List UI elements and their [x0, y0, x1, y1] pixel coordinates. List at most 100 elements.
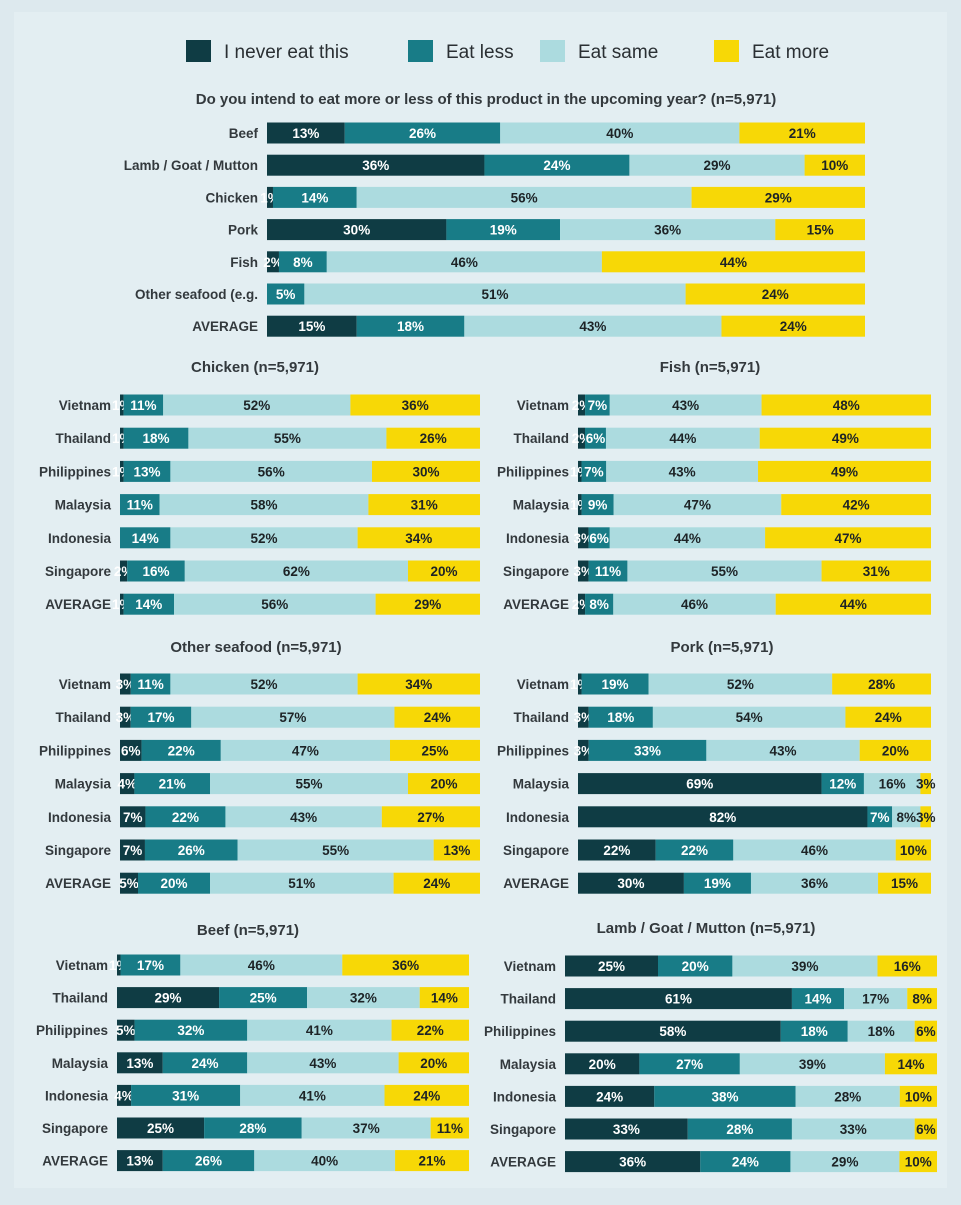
bar-segment-less	[130, 706, 192, 728]
panel-title: Beef (n=5,971)	[197, 922, 299, 939]
bar-row-philippines: Philippines 5% 32% 41% 22%	[36, 1019, 469, 1041]
category-label: AVERAGE	[503, 876, 569, 891]
bar-segment-more	[739, 122, 865, 144]
bar-segment-more	[386, 427, 480, 449]
bar-segment-less	[131, 1084, 241, 1106]
data-label-more: 16%	[894, 959, 921, 974]
bar-segment-less	[658, 955, 733, 977]
bar-row-average: AVERAGE 15% 18% 43% 24%	[192, 315, 865, 337]
data-label-same: 54%	[736, 710, 763, 725]
bar-row-philippines: Philippines 1%7% 43% 49%	[497, 460, 931, 482]
bar-segment-never	[578, 394, 586, 416]
bar-segment-less	[683, 872, 751, 894]
data-label-never: 13%	[292, 126, 319, 141]
data-label-more: 34%	[405, 531, 432, 546]
bar-segment-never	[120, 739, 142, 761]
data-label-more: 10%	[905, 1089, 932, 1104]
bar-row-singapore: Singapore 25% 28% 37% 11%	[42, 1117, 469, 1139]
bar-segment-same	[613, 494, 782, 516]
bar-segment-more	[721, 315, 865, 337]
bar-segment-same	[560, 219, 776, 241]
data-label-more: 36%	[392, 958, 419, 973]
category-label: Fish	[230, 255, 258, 270]
bar-segment-less	[791, 988, 844, 1010]
legend-label: Eat more	[752, 42, 829, 63]
bar-segment-same	[606, 460, 759, 482]
bar-segment-same	[159, 494, 369, 516]
bar-row-beef: Beef 13% 26% 40% 21%	[229, 122, 865, 144]
bar-row-singapore: Singapore 2% 16% 62% 20%	[45, 560, 480, 582]
bar-segment-less	[821, 773, 864, 795]
data-label-less: 6%	[589, 531, 609, 546]
category-label: Philippines	[497, 743, 569, 758]
bar-segment-more	[375, 593, 480, 615]
bar-row-fish: Fish 2% 8% 46% 44%	[230, 251, 865, 273]
bar-segment-same	[863, 773, 921, 795]
bar-segment-more	[775, 593, 931, 615]
data-label-less: 14%	[132, 531, 159, 546]
data-label-less: 20%	[682, 959, 709, 974]
bar-segment-less	[278, 251, 327, 273]
bar-segment-never	[120, 560, 128, 582]
data-label-more: 25%	[421, 743, 448, 758]
bar-segment-never	[267, 251, 279, 273]
category-label: AVERAGE	[45, 597, 111, 612]
data-label-never: 4%	[114, 1088, 134, 1103]
bar-segment-more	[832, 673, 931, 695]
category-label: AVERAGE	[45, 876, 111, 891]
bar-segment-same	[464, 315, 722, 337]
bar-row-vietnam: Vietnam 3% 11% 52% 34%	[59, 673, 480, 695]
data-label-same: 39%	[791, 959, 818, 974]
data-label-more: 34%	[405, 677, 432, 692]
bar-segment-same	[733, 839, 896, 861]
category-label: Malaysia	[513, 777, 570, 792]
bar-segment-same	[174, 593, 376, 615]
data-label-more: 27%	[417, 810, 444, 825]
bar-segment-less	[588, 560, 628, 582]
bar-segment-more	[342, 954, 469, 976]
data-label-same: 8%	[897, 810, 917, 825]
data-label-same: 43%	[770, 743, 797, 758]
data-label-more: 24%	[780, 319, 807, 334]
bar-segment-less	[484, 154, 630, 176]
category-label: Indonesia	[45, 1088, 109, 1103]
category-label: Malaysia	[55, 498, 112, 513]
data-label-same: 36%	[654, 223, 681, 238]
data-label-same: 57%	[279, 710, 306, 725]
data-label-never: 69%	[686, 777, 713, 792]
data-label-less: 18%	[142, 431, 169, 446]
data-label-more: 29%	[765, 190, 792, 205]
data-label-more: 49%	[832, 431, 859, 446]
bar-row-singapore: Singapore 7% 26% 55% 13%	[45, 839, 480, 861]
data-label-same: 18%	[868, 1024, 895, 1039]
data-label-less: 18%	[397, 319, 424, 334]
bar-segment-more	[899, 1151, 937, 1173]
legend-item-eat-less: Eat less	[408, 40, 514, 63]
bar-row-malaysia: Malaysia 69% 12% 16% 3%	[513, 773, 935, 795]
data-label-never: 20%	[589, 1057, 616, 1072]
category-label: Singapore	[490, 1122, 557, 1137]
bar-segment-same	[791, 1118, 915, 1140]
data-label-same: 29%	[831, 1155, 858, 1170]
bar-row-vietnam: Vietnam 1%11% 52% 36%	[59, 394, 480, 416]
bar-segment-less	[130, 673, 171, 695]
bar-segment-more	[368, 494, 480, 516]
data-label-more: 14%	[897, 1057, 924, 1072]
data-label-more: 22%	[417, 1023, 444, 1038]
bar-segment-less	[356, 315, 465, 337]
data-label-less: 8%	[589, 597, 609, 612]
bar-segment-more	[877, 955, 937, 977]
category-label: Singapore	[503, 843, 570, 858]
bar-row-philippines: Philippines 58% 18% 18% 6%	[484, 1020, 937, 1042]
data-label-less: 19%	[490, 223, 517, 238]
bar-segment-never	[578, 739, 589, 761]
bar-row-malaysia: Malaysia 20% 27% 39% 14%	[500, 1053, 937, 1075]
data-label-less: 13%	[133, 464, 160, 479]
bar-segment-less	[700, 1151, 791, 1173]
data-label-same: 43%	[309, 1056, 336, 1071]
data-label-more: 31%	[411, 498, 438, 513]
legend-swatch-same	[540, 40, 565, 62]
data-label-more: 6%	[916, 1122, 936, 1137]
data-label-less: 22%	[681, 843, 708, 858]
